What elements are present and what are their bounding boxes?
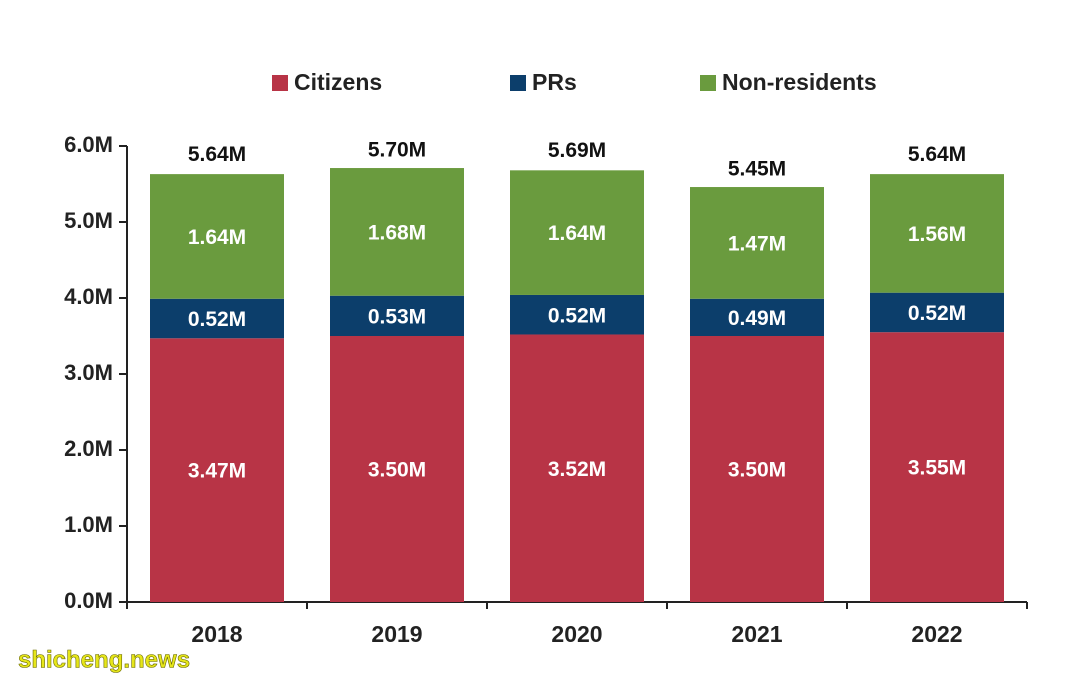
legend-swatch — [700, 75, 716, 91]
legend-label: Citizens — [294, 69, 382, 95]
y-tick-label: 4.0M — [64, 284, 113, 309]
total-label: 5.64M — [188, 143, 246, 166]
bar-segment — [330, 295, 464, 336]
x-tick-label: 2021 — [731, 621, 782, 647]
bar-segment — [330, 168, 464, 296]
x-tick-label: 2019 — [371, 621, 422, 647]
y-tick-label: 6.0M — [64, 132, 113, 157]
bar-segment — [510, 334, 644, 602]
total-label: 5.45M — [728, 157, 786, 180]
y-tick-label: 1.0M — [64, 512, 113, 537]
y-tick-label: 2.0M — [64, 436, 113, 461]
legend-swatch — [272, 75, 288, 91]
value-label: 0.53M — [368, 305, 426, 328]
total-label: 5.64M — [908, 143, 966, 166]
value-label: 1.56M — [908, 223, 966, 246]
value-label: 3.50M — [368, 459, 426, 482]
y-tick-label: 3.0M — [64, 360, 113, 385]
x-tick-label: 2020 — [551, 621, 602, 647]
bar-segment — [870, 174, 1004, 293]
x-tick-label: 2018 — [191, 621, 242, 647]
value-label: 1.47M — [728, 232, 786, 255]
value-label: 1.64M — [548, 222, 606, 245]
total-label: 5.70M — [368, 138, 426, 161]
value-label: 1.68M — [368, 221, 426, 244]
value-label: 1.64M — [188, 226, 246, 249]
legend-label: PRs — [532, 69, 577, 95]
x-tick-label: 2022 — [911, 621, 962, 647]
y-tick-label: 0.0M — [64, 588, 113, 613]
bar-segment — [510, 294, 644, 335]
bar-segment — [150, 174, 284, 299]
legend-swatch — [510, 75, 526, 91]
value-label: 3.52M — [548, 458, 606, 481]
y-tick-label: 5.0M — [64, 208, 113, 233]
total-label: 5.69M — [548, 139, 606, 162]
bar-segment — [690, 187, 824, 299]
bar-segment — [150, 338, 284, 602]
value-label: 0.52M — [908, 302, 966, 325]
value-label: 3.55M — [908, 457, 966, 480]
value-label: 3.50M — [728, 459, 786, 482]
bar-segment — [150, 298, 284, 339]
value-label: 0.52M — [548, 304, 606, 327]
bar-segment — [330, 336, 464, 602]
bar-segment — [870, 292, 1004, 333]
bar-segment — [690, 298, 824, 336]
bar-segment — [690, 336, 824, 602]
value-label: 3.47M — [188, 460, 246, 483]
value-label: 0.49M — [728, 307, 786, 330]
legend-label: Non-residents — [722, 69, 877, 95]
watermark: shicheng.news — [18, 646, 190, 673]
bar-segment — [870, 332, 1004, 602]
bar-segment — [510, 170, 644, 295]
value-label: 0.52M — [188, 308, 246, 331]
